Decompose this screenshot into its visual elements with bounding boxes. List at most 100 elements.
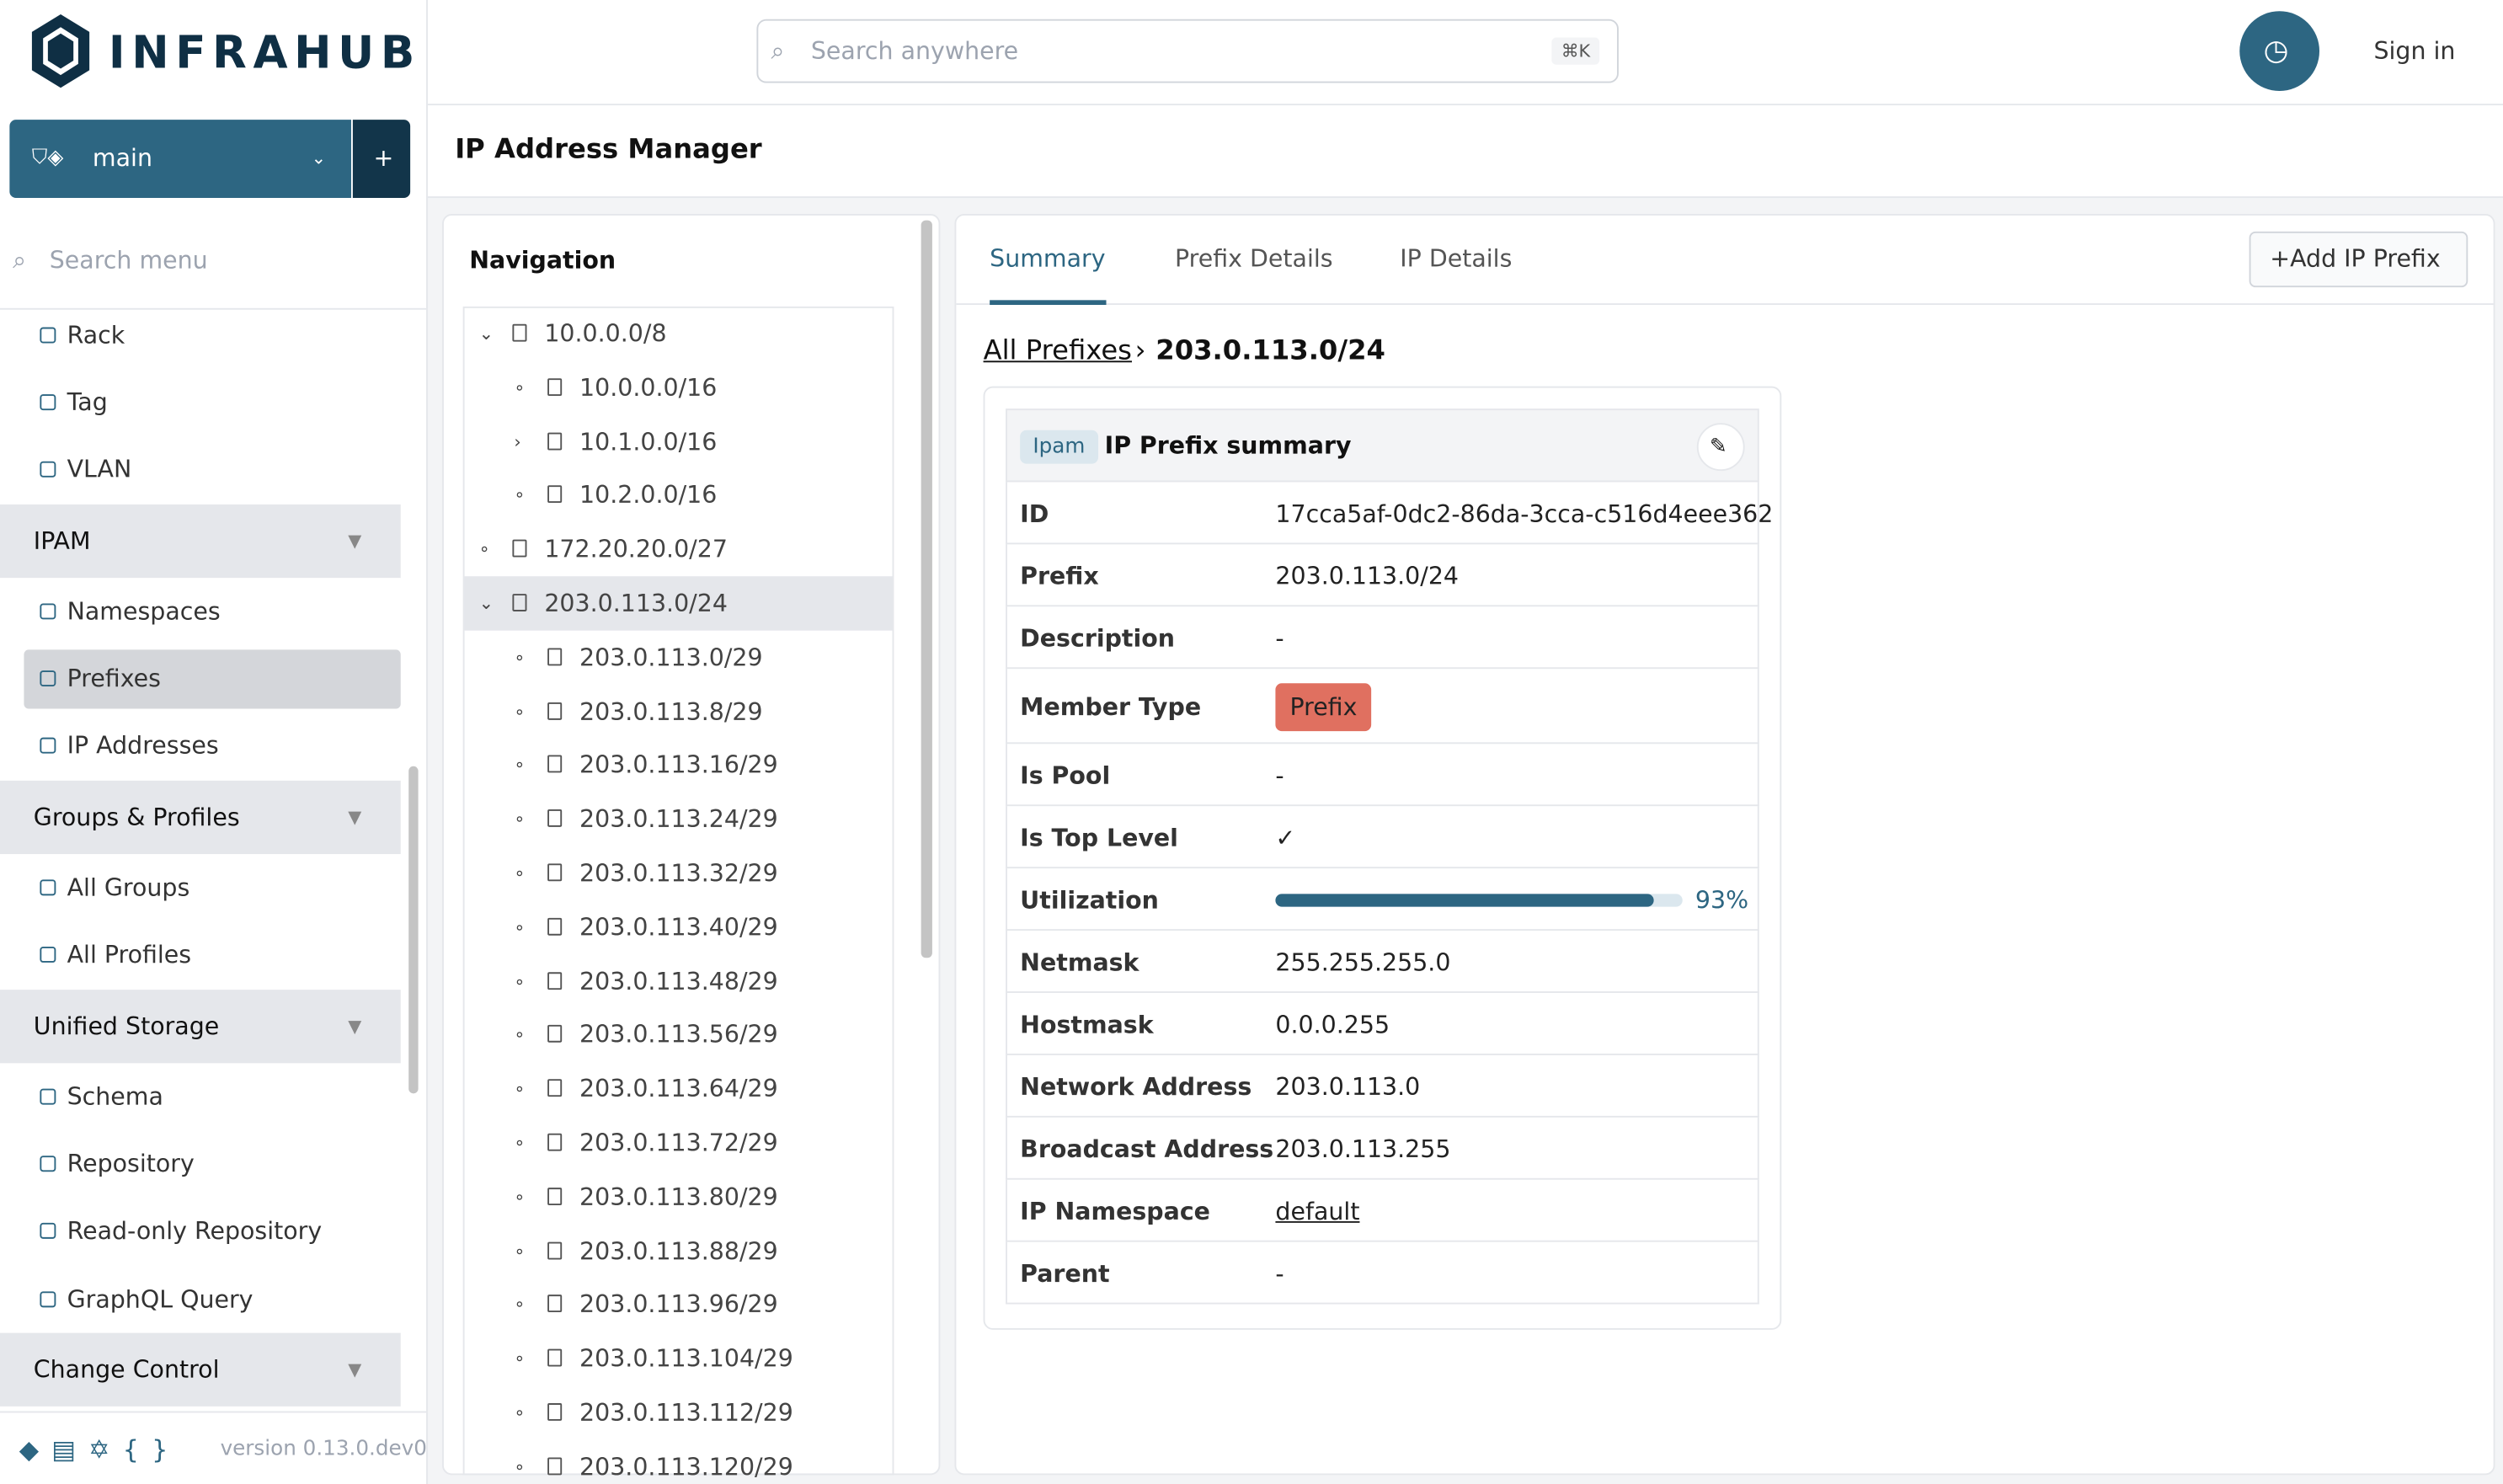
menu-item[interactable]: GraphQL Query bbox=[67, 1284, 254, 1314]
menu-item[interactable]: All Groups bbox=[67, 873, 190, 902]
row bbox=[1006, 669, 1759, 745]
tree-icon bbox=[547, 431, 563, 450]
branch-add[interactable] bbox=[352, 120, 411, 199]
menu-section[interactable] bbox=[0, 780, 401, 855]
menu-item[interactable]: Read-only Repository bbox=[67, 1216, 323, 1246]
tree-node[interactable]: 10.2.0.0/16 bbox=[579, 481, 718, 510]
row-label: Is Top Level bbox=[1020, 823, 1178, 852]
tree-icon bbox=[547, 1187, 563, 1205]
navigation-title: Navigation bbox=[469, 245, 616, 275]
tree-node[interactable]: 172.20.20.0/27 bbox=[544, 535, 728, 564]
tree-icon bbox=[547, 1079, 563, 1097]
row-label: Description bbox=[1020, 623, 1176, 653]
row-label: Broadcast Address bbox=[1020, 1134, 1274, 1163]
tree-toggle: ∘ bbox=[514, 484, 526, 506]
row-value[interactable]: default bbox=[1275, 1196, 1360, 1225]
tree-icon bbox=[547, 1348, 563, 1367]
menu-icon bbox=[40, 1291, 56, 1308]
tree-node[interactable]: 203.0.113.120/29 bbox=[579, 1452, 793, 1481]
schedule-button[interactable] bbox=[2239, 11, 2320, 92]
row-value: 17cca5af-0dc2-86da-3cca-c516d4eee362 bbox=[1275, 499, 1774, 528]
row-value: 203.0.113.0/24 bbox=[1275, 561, 1460, 590]
tree-node[interactable]: 203.0.113.0/29 bbox=[579, 643, 763, 672]
tree-icon bbox=[547, 971, 563, 990]
menu-item[interactable]: VLAN bbox=[67, 455, 132, 484]
tree-node[interactable]: 203.0.113.56/29 bbox=[579, 1020, 778, 1050]
row-value: - bbox=[1275, 623, 1284, 653]
tree-icon bbox=[547, 377, 563, 396]
menu-item[interactable]: Schema bbox=[67, 1082, 163, 1112]
row-label: Netmask bbox=[1020, 947, 1139, 977]
menu-section[interactable] bbox=[0, 1332, 401, 1407]
tab[interactable]: Summary bbox=[990, 243, 1106, 274]
tree-node[interactable]: 10.1.0.0/16 bbox=[579, 427, 718, 456]
row-value: - bbox=[1275, 1258, 1284, 1288]
menu-section-label: Change Control bbox=[33, 1355, 220, 1385]
tree-icon bbox=[547, 809, 563, 828]
tree-icon bbox=[547, 1403, 563, 1421]
edit-button[interactable] bbox=[1696, 423, 1745, 472]
tree-node[interactable]: 203.0.113.72/29 bbox=[579, 1129, 778, 1158]
tree-node[interactable]: 203.0.113.104/29 bbox=[579, 1344, 793, 1374]
tree-node[interactable]: 203.0.113.16/29 bbox=[579, 750, 778, 780]
tree-node[interactable]: 203.0.113.96/29 bbox=[579, 1290, 778, 1320]
tree-toggle: ∘ bbox=[514, 862, 526, 884]
branch-chevron: ⌄ bbox=[311, 147, 327, 168]
tree-node[interactable]: 203.0.113.0/24 bbox=[544, 589, 728, 618]
tree-toggle[interactable]: ⌄ bbox=[478, 323, 494, 344]
tree-node[interactable]: 203.0.113.8/29 bbox=[579, 697, 763, 726]
edit-icon: ✎ bbox=[1709, 435, 1727, 459]
menu-section-label: Unified Storage bbox=[33, 1012, 220, 1041]
row bbox=[1006, 931, 1759, 993]
progress-label: 93% bbox=[1694, 884, 1749, 915]
row-label: Prefix bbox=[1020, 561, 1099, 590]
tree-icon bbox=[547, 755, 563, 774]
tree-toggle: ∘ bbox=[514, 1186, 526, 1208]
menu-item[interactable]: Namespaces bbox=[67, 596, 221, 626]
tree-toggle: ∘ bbox=[478, 539, 490, 560]
menu-item[interactable]: Prefixes bbox=[67, 664, 161, 693]
add-button[interactable] bbox=[2249, 231, 2468, 288]
row bbox=[1006, 806, 1759, 869]
menu-search[interactable]: Search menu bbox=[49, 245, 208, 275]
tree-icon bbox=[547, 1241, 563, 1259]
sign-in[interactable]: Sign in bbox=[2373, 36, 2456, 66]
title-bar bbox=[427, 105, 2503, 199]
tree-node[interactable]: 203.0.113.112/29 bbox=[579, 1398, 793, 1428]
menu-active bbox=[24, 649, 401, 709]
footer-icons[interactable]: ◆▤✡{} bbox=[19, 1434, 181, 1465]
tree-icon bbox=[512, 540, 527, 558]
menu-item[interactable]: Rack bbox=[67, 320, 125, 350]
menu-item[interactable]: IP Addresses bbox=[67, 731, 219, 761]
row bbox=[1006, 606, 1759, 670]
menu-icon bbox=[40, 946, 56, 963]
tree-node[interactable]: 10.0.0.0/8 bbox=[544, 319, 667, 349]
section-caret: ▼ bbox=[348, 807, 362, 828]
menu-section-label: IPAM bbox=[33, 526, 91, 556]
menu-section[interactable] bbox=[0, 990, 401, 1064]
tree-node[interactable]: 203.0.113.88/29 bbox=[579, 1236, 778, 1266]
tree-toggle: ∘ bbox=[514, 916, 526, 938]
divider bbox=[956, 303, 2494, 306]
menu-item[interactable]: All Profiles bbox=[67, 940, 192, 969]
tree-toggle: ∘ bbox=[514, 1456, 526, 1477]
tab[interactable]: IP Details bbox=[1400, 243, 1513, 274]
branch-selector[interactable] bbox=[9, 120, 351, 199]
menu-item[interactable]: Repository bbox=[67, 1149, 195, 1178]
tab[interactable]: Prefix Details bbox=[1175, 243, 1333, 274]
section-caret: ▼ bbox=[348, 531, 362, 552]
tree-node[interactable]: 203.0.113.40/29 bbox=[579, 912, 778, 942]
tree-node[interactable]: 203.0.113.24/29 bbox=[579, 804, 778, 834]
tree-node[interactable]: 203.0.113.32/29 bbox=[579, 858, 778, 888]
tree-node[interactable]: 203.0.113.48/29 bbox=[579, 966, 778, 996]
tree-node[interactable]: 203.0.113.64/29 bbox=[579, 1074, 778, 1104]
search-box[interactable] bbox=[756, 19, 1619, 83]
breadcrumb-root[interactable]: All Prefixes bbox=[983, 335, 1132, 367]
menu-item[interactable]: Tag bbox=[67, 387, 108, 417]
tree-toggle[interactable]: ⌄ bbox=[478, 593, 494, 614]
tree-toggle[interactable]: › bbox=[514, 430, 521, 452]
tree-node[interactable]: 10.0.0.0/16 bbox=[579, 373, 718, 403]
tree-node[interactable]: 203.0.113.80/29 bbox=[579, 1182, 778, 1212]
menu-section[interactable] bbox=[0, 504, 401, 579]
